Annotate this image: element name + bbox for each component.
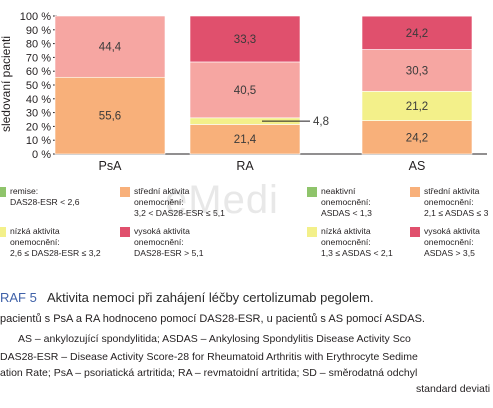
abbreviations-line-3: ation Rate; PsA – psoriatická artritida;…: [0, 367, 418, 379]
abbreviations-line-2: DAS28-ESR – Disease Activity Score-28 fo…: [0, 351, 418, 363]
legend-swatch: [0, 187, 6, 197]
legend-swatch: [307, 227, 317, 237]
legend-label: střední aktivita onemocnění: 2,1 ≤ ASDAS…: [424, 186, 489, 218]
data-label: 55,6: [99, 111, 121, 123]
data-label: 33,3: [234, 34, 256, 46]
stacked-bar-chart: 0 % 10 % 20 %30 % 40 % 50 % 60 % 70 %80 % 90 % 1…: [0, 11, 487, 173]
bar-segment: [54, 15, 166, 78]
data-label: 30,3: [406, 65, 428, 77]
abbreviations-line-1: AS – ankylozující spondylitida; ASDAS – …: [18, 333, 411, 345]
chart-data-labels: 55,6 21,4 4,8 44,4 40,5 33,3 24,2 21,2 30,3 24,2: [99, 28, 428, 146]
y-tick-label: 0 %: [32, 149, 51, 161]
data-label: 4,8: [313, 116, 329, 128]
legend-swatch: [120, 227, 130, 237]
legend-label: nízká aktivita onemocnění: 1,3 ≤ ASDAS <…: [321, 226, 393, 258]
data-label: 21,4: [234, 134, 257, 146]
y-tick-label: 30 %: [26, 108, 51, 120]
data-label: 21,2: [406, 101, 428, 113]
y-tick-label: 90 %: [26, 25, 51, 37]
y-tick-label: 60 %: [26, 66, 51, 78]
figure-caption-title: RAF 5 Aktivita nemoci při zahájení léčby…: [0, 290, 374, 305]
legend-label: vysoká aktivita onemocnění: ASDAS > 3,5: [424, 226, 480, 258]
bar-segment: [189, 124, 301, 155]
bar-segment: [361, 91, 473, 121]
watermark: eMedi: [165, 178, 279, 222]
legend-swatch: [0, 227, 6, 237]
legend-swatch: [307, 187, 317, 197]
x-category-label: AS: [409, 159, 426, 173]
bar-segment: [189, 15, 301, 63]
legend-label: nízká aktivita onemocnění: 2,6 ≤ DAS28-E…: [10, 226, 101, 258]
figure-label: RAF 5: [0, 290, 37, 305]
bar-segment: [54, 76, 166, 155]
data-label: 24,2: [406, 28, 428, 40]
legend-swatch: [410, 187, 420, 197]
legend-swatch: [410, 227, 420, 237]
y-tick-label: 10 %: [26, 135, 51, 147]
figure-caption-subtitle: pacientů s PsA a RA hodnoceno pomocí DAS…: [0, 313, 425, 325]
bar-segment: [361, 120, 473, 155]
x-category-label: RA: [236, 159, 254, 173]
abbreviations-line-4: standard deviati: [416, 383, 491, 395]
legend-swatch: [120, 187, 130, 197]
y-axis-label: sledovaní pacienti: [0, 36, 13, 132]
bar-segment: [189, 61, 301, 119]
x-category-label: PsA: [99, 159, 123, 173]
data-label: 24,2: [406, 132, 428, 144]
legend-label: střední aktivita onemocnění: 3,2 < DAS28…: [134, 186, 225, 218]
legend-label: neaktivní onemocnění: ASDAS < 1,3: [321, 186, 372, 218]
y-tick-label: 70 %: [26, 52, 51, 64]
y-tick-label: 100 %: [20, 11, 51, 23]
legend-label: vysoká aktivita onemocnění: DAS28-ESR > …: [134, 226, 204, 258]
bar-segment: [361, 49, 473, 92]
y-tick-label: 50 %: [26, 80, 51, 92]
chart-bars: [54, 15, 473, 155]
figure-title: Aktivita nemoci při zahájení léčby certo…: [46, 290, 374, 305]
legend-label: remise: DAS28-ESR < 2,6: [10, 186, 80, 207]
chart-category-labels: PsA RA AS: [99, 159, 426, 173]
bar-segment: [361, 15, 473, 50]
y-tick-label: 80 %: [26, 39, 51, 51]
data-label: 44,4: [99, 42, 122, 54]
data-label: 40,5: [234, 85, 256, 97]
y-tick-label: 20 %: [26, 121, 51, 133]
y-tick-label: 40 %: [26, 94, 51, 106]
